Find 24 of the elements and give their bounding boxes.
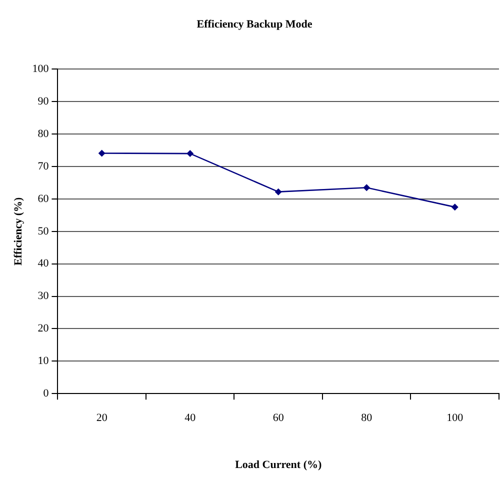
y-tick-label: 90 [38, 96, 50, 108]
y-tick-label: 50 [38, 225, 50, 238]
point [274, 188, 282, 196]
point [363, 184, 370, 192]
y-tick-label: 100 [32, 63, 50, 76]
chart-title: Efficiency Backup Mode [196, 18, 312, 30]
x-tick-label: 100 [446, 412, 464, 424]
point [186, 150, 194, 158]
x-tick-label: 40 [184, 412, 196, 424]
y-tick-label: 30 [38, 290, 50, 302]
y-tick-label: 80 [38, 128, 50, 140]
point [451, 204, 458, 211]
x-tick-label: 20 [96, 412, 108, 424]
y-tick-label: 70 [38, 160, 50, 172]
y-tick-label: 40 [38, 258, 50, 270]
y-tick-label: 60 [38, 192, 50, 205]
x-axis-title: Load Current (%) [235, 459, 322, 472]
y-tick-label: 20 [38, 322, 50, 335]
y-axis-title: Efficiency (%) [12, 197, 24, 266]
point [98, 150, 106, 157]
y-tick-label: 0 [43, 387, 50, 400]
y-tick-label: 10 [38, 355, 50, 368]
x-tick-label: 80 [361, 412, 373, 424]
x-tick-label: 60 [272, 412, 284, 424]
